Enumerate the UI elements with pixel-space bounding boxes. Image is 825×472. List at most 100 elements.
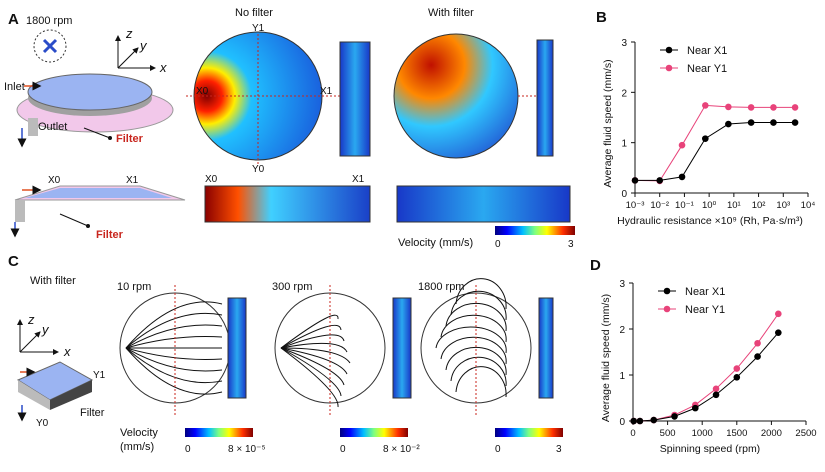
streamline-panels: 10 rpm 300 rpm 1800 rpm [117,278,554,415]
y-section-strip [227,297,247,399]
legend-marker [665,64,673,72]
colorbar-a-max: 3 [568,239,574,250]
data-point [747,104,755,111]
data-point [725,103,732,111]
x-tick-label: 500 [660,428,676,439]
streamline [125,347,223,384]
chart-d: 0 500 1000 1500 2000 2500 0 1 2 3 Spinning speed (… [600,279,817,455]
side-filter-label: Filter [96,229,124,241]
legend-marker [665,46,673,54]
legend-label: Near X1 [685,286,725,298]
c-y0-label: Y0 [36,418,49,429]
data-point [725,120,732,128]
data-point [702,135,709,142]
x-tick-label: 2000 [761,428,782,439]
panel-a-label: A [8,11,19,28]
streamline [125,347,223,395]
legend-label: Near X1 [687,45,727,57]
colorbar-a [495,226,575,235]
data-point [770,104,777,111]
side-x1-label: X1 [126,175,139,186]
c-filter-label: Filter [80,407,105,419]
colorbar-c1-min: 0 [185,444,191,455]
x-tick-label: 10¹ [727,200,741,211]
legend-label: Near Y1 [687,63,727,75]
c-axis-y-label: y [41,322,50,337]
panel-c-with-filter: With filter [30,275,76,287]
streamline [280,347,351,364]
x-tick-label: 0 [630,428,635,439]
y-tick-label: 2 [621,88,627,99]
x-axis-label: Hydraulic resistance ×10⁹ (Rh, Pa·s/m³) [617,215,803,227]
with-filter-x-section [396,185,571,223]
section-x1-label: X1 [352,174,365,185]
streamline [125,324,223,349]
panel-d-label: D [590,257,601,274]
series-line [634,104,796,182]
y-axis-label: Average fluid speed (mm/s) [600,294,612,422]
side-x0-label: X0 [48,175,61,186]
streamline [455,278,507,310]
streamline [450,356,507,387]
series-line [633,313,779,422]
y-tick-label: 1 [619,371,625,382]
y-axis-label: Average fluid speed (mm/s) [602,59,614,187]
streamline [435,326,507,354]
x-tick-label: 10³ [776,200,790,211]
no-filter-x-section [204,185,371,223]
axis-x-label: x [159,60,167,75]
data-point [691,404,699,412]
colorbar-c3-max: 3 [556,444,562,455]
c-axis-z-label: z [27,312,35,327]
no-filter-y-section [339,41,371,157]
x-tick-label: 10⁰ [702,200,717,211]
y0-label: Y0 [252,164,265,175]
streamline [450,290,507,321]
stirbar-icon [42,38,58,54]
legend-label: Near Y1 [685,304,725,316]
streamline [125,301,223,349]
x-tick-label: 10⁻¹ [675,200,694,211]
axis-y-label: y [139,38,148,53]
x-tick-label: 10⁻³ [626,200,645,211]
c-axis-x-label: x [63,344,71,359]
axes-icon-c: z y x [17,312,71,359]
axes-icon-a: z y x [115,26,167,75]
colorbar-c2-min: 0 [340,444,346,455]
data-point [631,177,639,184]
data-point [754,353,761,360]
data-point [650,416,658,424]
x1-label: X1 [320,86,333,97]
section-x0-label: X0 [205,174,218,185]
no-filter-title: No filter [235,7,273,19]
streamline [445,302,507,332]
streamline [455,366,507,398]
colorbar-a-label: Velocity (mm/s) [398,237,473,249]
y-tick-label: 0 [621,189,627,200]
x-tick-label: 1000 [692,428,713,439]
data-point [733,374,741,381]
data-point [775,310,782,318]
y-tick-label: 3 [621,38,627,49]
legend-marker [663,305,671,313]
streamline [445,346,507,376]
streamline [280,334,345,349]
speed-label: 10 rpm [117,281,151,293]
series-line [635,122,796,181]
x-tick-label: 1500 [726,428,747,439]
streamline [280,314,339,349]
streamline [440,336,507,365]
legend-marker [663,287,671,295]
speed-label: 300 rpm [272,281,312,293]
y-section-strip [392,297,412,399]
speed-label: 1800 rpm [418,281,464,293]
streamline [125,312,223,349]
data-point [733,365,741,372]
panel-b-label: B [596,9,607,26]
y1-label: Y1 [252,23,265,34]
data-point [656,177,664,184]
colorbar-c1 [185,428,253,437]
with-filter-y-section [536,39,554,157]
data-point [775,329,782,336]
